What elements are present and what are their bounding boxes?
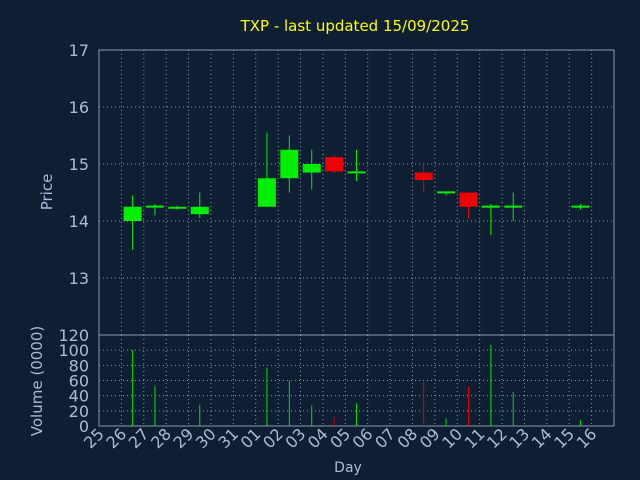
- candle-body: [302, 164, 321, 173]
- volume-panel: 0204060801001202526272829303101020304050…: [58, 326, 615, 452]
- day-tick-label: 16: [573, 424, 601, 452]
- candle-body: [437, 191, 456, 194]
- candle-body: [145, 205, 164, 208]
- volume-tick-label: 100: [58, 341, 89, 360]
- candle-body: [325, 157, 344, 172]
- candle-body: [459, 192, 478, 207]
- price-tick-label: 14: [69, 212, 89, 231]
- price-tick-label: 16: [69, 98, 89, 117]
- candle-body: [190, 206, 209, 215]
- volume-tick-label: 0: [79, 417, 89, 436]
- volume-tick-label: 60: [69, 372, 89, 391]
- price-tick-label: 13: [69, 269, 89, 288]
- candle-body: [481, 205, 500, 208]
- candle-body: [414, 172, 433, 180]
- candle-body: [257, 178, 276, 207]
- candle-body: [571, 205, 590, 208]
- volume-axis-label: Volume (0000): [28, 326, 46, 436]
- candle-body: [123, 206, 142, 221]
- volume-tick-label: 80: [69, 356, 89, 375]
- day-axis-label: Day: [334, 460, 362, 476]
- chart-title: TXP - last updated 15/09/2025: [240, 17, 470, 35]
- price-plot-frame: [98, 49, 615, 336]
- candle-body: [168, 206, 187, 209]
- price-tick-label: 17: [69, 41, 89, 60]
- price-tick-label: 15: [69, 155, 89, 174]
- price-panel: 13 14 15 16 17: [69, 41, 615, 336]
- candle-body: [504, 205, 523, 208]
- volume-tick-label: 120: [58, 326, 89, 345]
- candle-body: [347, 171, 366, 174]
- candle-body: [280, 149, 299, 179]
- volume-tick-label: 40: [69, 387, 89, 406]
- price-axis-label: Price: [38, 174, 56, 211]
- volume-tick-label: 20: [69, 402, 89, 421]
